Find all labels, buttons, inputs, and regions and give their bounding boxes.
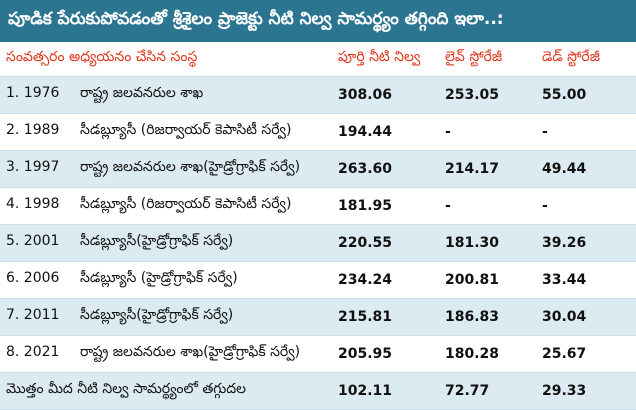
total-full-storage: 102.11 [332, 372, 439, 410]
row-label: 5. 2001 సీడబ్ల్యూసీ(హైడ్రోగ్రాఫిక్ సర్వే) [0, 224, 332, 262]
cell-live-storage: 186.83 [439, 298, 536, 336]
row-label: 6. 2006 సీడబ్ల్యూసీ (హైడ్రోగ్రాఫిక్ సర్వే… [0, 261, 332, 299]
header-year-org: సంవత్సరం అధ్యయనం చేసిన సంస్థ [0, 42, 332, 77]
capacity-table: సంవత్సరం అధ్యయనం చేసిన సంస్థ పూర్తి నీటి… [0, 42, 636, 410]
total-row: మొత్తం మీద నీటి నిల్వ సామర్థ్యంలో తగ్గుద… [0, 372, 636, 410]
row-label: 1. 1976 రాష్ట్ర జలవనరుల శాఖ [0, 76, 332, 114]
cell-live-storage: 214.17 [439, 150, 536, 188]
cell-dead-storage: - [536, 187, 636, 225]
cell-live-storage: 181.30 [439, 224, 536, 262]
cell-dead-storage: 30.04 [536, 298, 636, 336]
cell-full-storage: 220.55 [332, 224, 439, 262]
row-org: రాష్ట్ర జలవనరుల శాఖ(హైడ్రోగ్రాఫిక్ సర్వే… [80, 344, 301, 360]
cell-live-storage: - [439, 187, 536, 225]
row-label: 3. 1997 రాష్ట్ర జలవనరుల శాఖ(హైడ్రోగ్రాఫిక… [0, 150, 332, 188]
cell-full-storage: 215.81 [332, 298, 439, 336]
row-year: 7. 2011 [6, 307, 60, 323]
table-row: 3. 1997 రాష్ట్ర జలవనరుల శాఖ(హైడ్రోగ్రాఫిక… [0, 150, 636, 188]
row-year: 2. 1989 [6, 122, 60, 138]
cell-full-storage: 263.60 [332, 150, 439, 188]
header-live-storage: లైవ్ స్టోరేజీ [439, 42, 536, 77]
header-full-storage: పూర్తి నీటి నిల్వ [332, 42, 439, 77]
total-live-storage: 72.77 [439, 372, 536, 410]
total-label: మొత్తం మీద నీటి నిల్వ సామర్థ్యంలో తగ్గుద… [0, 372, 332, 410]
total-dead-storage: 29.33 [536, 372, 636, 410]
cell-dead-storage: 25.67 [536, 335, 636, 373]
row-label: 8. 2021 రాష్ట్ర జలవనరుల శాఖ(హైడ్రోగ్రాఫిక… [0, 335, 332, 373]
row-org: సీడబ్ల్యూసీ (రిజర్వాయర్ కెపాసిటీ సర్వే) [80, 122, 292, 138]
table-row: 5. 2001 సీడబ్ల్యూసీ(హైడ్రోగ్రాఫిక్ సర్వే)… [0, 224, 636, 262]
cell-full-storage: 181.95 [332, 187, 439, 225]
cell-live-storage: - [439, 113, 536, 151]
cell-full-storage: 205.95 [332, 335, 439, 373]
cell-dead-storage: 55.00 [536, 76, 636, 114]
row-label: 2. 1989 సీడబ్ల్యూసీ (రిజర్వాయర్ కెపాసిటీ … [0, 113, 332, 151]
header-dead-storage: డెడ్ స్టోరేజీ [536, 42, 636, 77]
table-header-row: సంవత్సరం అధ్యయనం చేసిన సంస్థ పూర్తి నీటి… [0, 42, 636, 77]
row-org: రాష్ట్ర జలవనరుల శాఖ(హైడ్రోగ్రాఫిక్ సర్వే… [80, 159, 301, 175]
row-org: రాష్ట్ర జలవనరుల శాఖ [80, 85, 204, 101]
row-year: 1. 1976 [6, 85, 60, 101]
cell-dead-storage: 39.26 [536, 224, 636, 262]
row-org: సీడబ్ల్యూసీ (రిజర్వాయర్ కెపాసిటీ సర్వే) [80, 196, 292, 212]
row-year: 4. 1998 [6, 196, 60, 212]
cell-full-storage: 308.06 [332, 76, 439, 114]
table-row: 4. 1998 సీడబ్ల్యూసీ (రిజర్వాయర్ కెపాసిటీ … [0, 187, 636, 225]
cell-live-storage: 180.28 [439, 335, 536, 373]
cell-full-storage: 234.24 [332, 261, 439, 299]
row-org: సీడబ్ల్యూసీ(హైడ్రోగ్రాఫిక్ సర్వే) [80, 307, 234, 323]
row-org: సీడబ్ల్యూసీ(హైడ్రోగ్రాఫిక్ సర్వే) [80, 233, 234, 249]
page-title: పూడిక పేరుకుపోవడంతో శ్రీశైలం ప్రాజెక్టు … [0, 0, 636, 42]
table-row: 6. 2006 సీడబ్ల్యూసీ (హైడ్రోగ్రాఫిక్ సర్వే… [0, 261, 636, 299]
row-year: 6. 2006 [6, 270, 60, 286]
cell-dead-storage: 49.44 [536, 150, 636, 188]
table-row: 8. 2021 రాష్ట్ర జలవనరుల శాఖ(హైడ్రోగ్రాఫిక… [0, 335, 636, 373]
cell-dead-storage: 33.44 [536, 261, 636, 299]
cell-dead-storage: - [536, 113, 636, 151]
row-org: సీడబ్ల్యూసీ (హైడ్రోగ్రాఫిక్ సర్వే) [80, 270, 238, 286]
cell-live-storage: 253.05 [439, 76, 536, 114]
table-row: 1. 1976 రాష్ట్ర జలవనరుల శాఖ 308.06 253.05… [0, 76, 636, 114]
row-year: 8. 2021 [6, 344, 60, 360]
row-label: 4. 1998 సీడబ్ల్యూసీ (రిజర్వాయర్ కెపాసిటీ … [0, 187, 332, 225]
table-row: 2. 1989 సీడబ్ల్యూసీ (రిజర్వాయర్ కెపాసిటీ … [0, 113, 636, 151]
table-row: 7. 2011 సీడబ్ల్యూసీ(హైడ్రోగ్రాఫిక్ సర్వే)… [0, 298, 636, 336]
row-label: 7. 2011 సీడబ్ల్యూసీ(హైడ్రోగ్రాఫిక్ సర్వే) [0, 298, 332, 336]
row-year: 5. 2001 [6, 233, 60, 249]
cell-full-storage: 194.44 [332, 113, 439, 151]
cell-live-storage: 200.81 [439, 261, 536, 299]
row-year: 3. 1997 [6, 159, 60, 175]
